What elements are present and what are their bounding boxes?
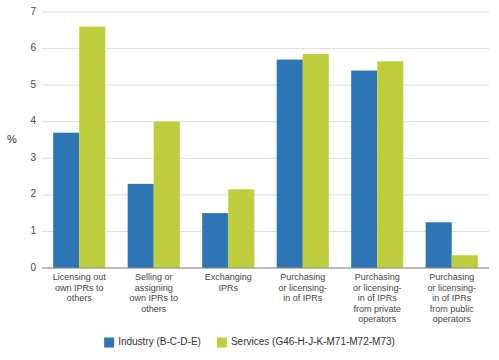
x-tick-label: Purchasingor licensing-in of IPRsfrom pu… (427, 272, 476, 324)
y-tick-label: 3 (30, 152, 36, 163)
bar (154, 122, 180, 268)
bar (351, 71, 377, 268)
grid-line (42, 85, 489, 86)
x-tick-label-line: Selling or (135, 272, 173, 282)
y-tick-label: 2 (30, 188, 36, 199)
y-tick-label: 1 (30, 225, 36, 236)
x-tick-label-line: Purchasing (429, 272, 474, 282)
legend-label: Services (G46-H-J-K-M71-M72-M73) (231, 336, 395, 347)
x-axis-line (42, 268, 489, 269)
bar (53, 133, 79, 268)
x-tick-label: Licensing outown IPRs toothers (53, 272, 107, 303)
x-tick-label-line: others (141, 304, 167, 314)
legend-swatch (104, 338, 114, 348)
x-tick-label-line: or licensing- (427, 283, 476, 293)
grid-line (42, 268, 489, 269)
x-tick-label-line: others (67, 293, 93, 303)
x-tick-label-line: in of IPRs (358, 293, 398, 303)
bar (79, 27, 105, 268)
x-tick-label-line: or licensing- (278, 283, 327, 293)
grid (42, 12, 489, 268)
x-tick-label-line: operators (433, 314, 472, 324)
y-tick-label: 5 (30, 79, 36, 90)
grid-line (42, 121, 489, 122)
x-tick-label-line: operators (358, 314, 397, 324)
bar (128, 184, 154, 268)
bars (53, 27, 478, 268)
x-tick-label-line: Purchasing (280, 272, 325, 282)
x-tick-label: ExchangingIPRs (205, 272, 252, 293)
y-axis-label: % (7, 133, 17, 145)
chart: 01234567%Licensing outown IPRs toothersS… (0, 0, 499, 360)
grid-line (42, 48, 489, 49)
x-tick-label-line: own IPRs to (55, 283, 104, 293)
legend-swatch (217, 338, 227, 348)
x-tick-label-line: assigning (135, 283, 173, 293)
legend-label: Industry (B-C-D-E) (118, 336, 201, 347)
x-tick-label-line: from private (353, 304, 401, 314)
legend-item: Industry (B-C-D-E) (104, 336, 201, 347)
grid-line (42, 158, 489, 159)
x-tick-label: Purchasingor licensing-in of IPRsfrom pr… (353, 272, 402, 324)
bar (277, 60, 303, 268)
bar (377, 61, 403, 268)
bar (228, 189, 254, 268)
bar (202, 213, 228, 268)
grid-line (42, 12, 489, 13)
x-tick-label-line: Exchanging (205, 272, 252, 282)
grid-line (42, 194, 489, 195)
x-tick-label-line: Licensing out (53, 272, 107, 282)
x-tick-label-line: in of IPRs (432, 293, 472, 303)
bar (303, 54, 329, 268)
legend: Industry (B-C-D-E) Services (G46-H-J-K-M7… (104, 336, 395, 347)
y-tick-label: 7 (30, 6, 36, 17)
bar (426, 222, 452, 268)
x-tick-label-line: in of IPRs (283, 293, 323, 303)
x-tick-label: Purchasingor licensing-in of IPRs (278, 272, 327, 303)
x-tick-label-line: or licensing- (353, 283, 402, 293)
grid-line (42, 231, 489, 232)
legend-item: Services (G46-H-J-K-M71-M72-M73) (217, 336, 395, 347)
x-tick-label-line: Purchasing (355, 272, 400, 282)
bar (452, 255, 478, 268)
y-tick-label: 0 (30, 262, 36, 273)
x-tick-label-line: IPRs (218, 283, 238, 293)
x-tick-label: Selling orassigningown IPRs toothers (129, 272, 178, 314)
x-tick-label-line: own IPRs to (129, 293, 178, 303)
x-tick-label-line: from public (430, 304, 475, 314)
y-tick-label: 6 (30, 42, 36, 53)
y-tick-label: 4 (30, 115, 36, 126)
